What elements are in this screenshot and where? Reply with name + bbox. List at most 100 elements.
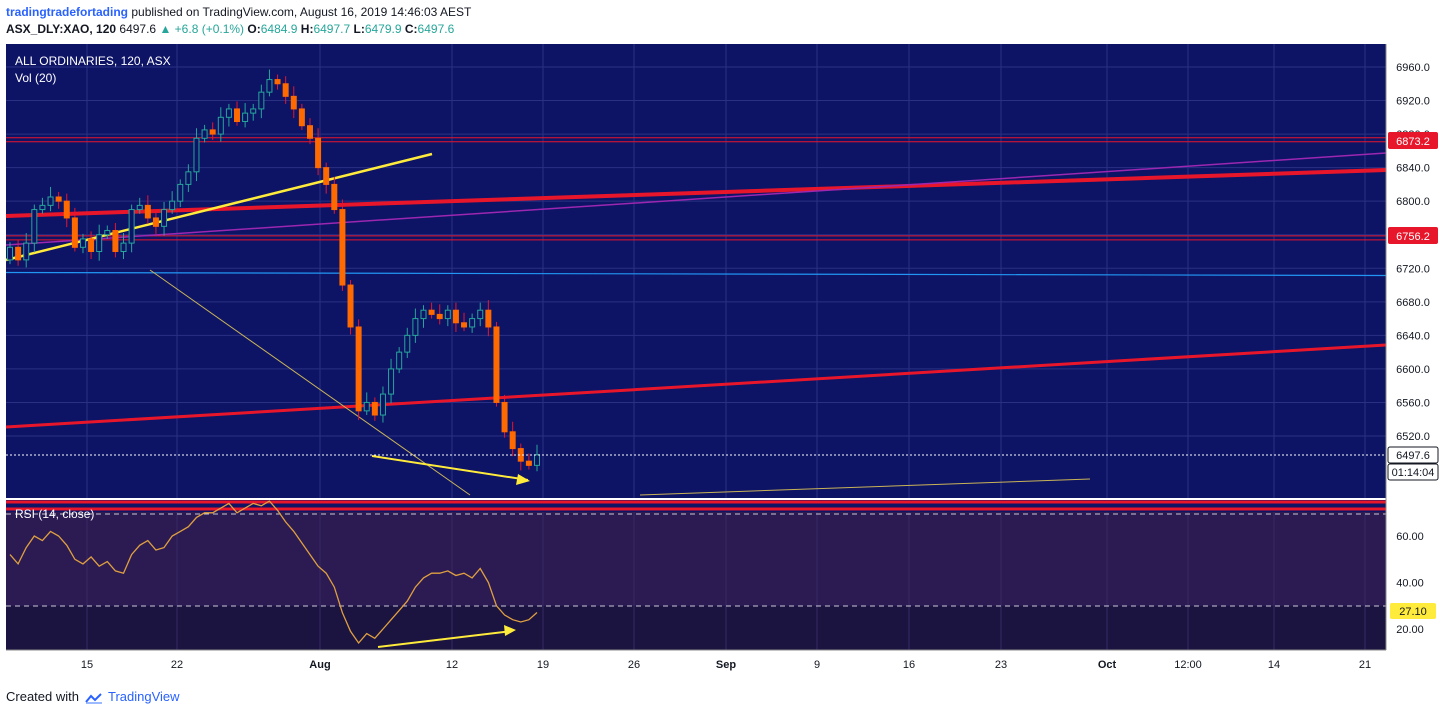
last-price-tag: 6497.6 bbox=[1387, 446, 1439, 464]
time-axis[interactable]: 15 22 Aug 12 19 26 Sep 9 16 23 Oct 12:00 14 21 bbox=[81, 659, 1371, 671]
price-tick-label: 6840.0 bbox=[1396, 163, 1430, 175]
candle-body bbox=[96, 234, 103, 253]
main-panel-bg[interactable] bbox=[6, 44, 1386, 498]
candle-body bbox=[47, 196, 54, 206]
change-value: +6.8 (+0.1%) bbox=[174, 22, 245, 36]
candle-body bbox=[315, 137, 322, 169]
time-tick-label: 23 bbox=[995, 659, 1007, 671]
candle-body bbox=[258, 91, 265, 110]
svg-text:6756.2: 6756.2 bbox=[1396, 231, 1430, 243]
candle-body bbox=[379, 393, 386, 416]
candle-body bbox=[209, 129, 216, 135]
candle-body bbox=[15, 246, 22, 261]
candle-body bbox=[404, 334, 411, 353]
candle-body bbox=[71, 217, 78, 248]
candle-body bbox=[217, 116, 224, 135]
footer: Created with TradingView bbox=[6, 689, 180, 704]
candle-body bbox=[477, 309, 484, 320]
price-tick-label: 6680.0 bbox=[1396, 297, 1430, 309]
close-label: C: bbox=[404, 22, 418, 36]
high-value: 6497.7 bbox=[313, 22, 351, 36]
candle-body bbox=[436, 313, 443, 320]
time-tick-label: 21 bbox=[1359, 659, 1371, 671]
candle-body bbox=[461, 322, 468, 328]
rsi-divergence-arrow bbox=[377, 630, 513, 648]
candle-body bbox=[509, 431, 516, 450]
candle-body bbox=[339, 209, 346, 286]
rsi-value-tag: 27.10 bbox=[1390, 603, 1436, 619]
price-tick-label: 6920.0 bbox=[1396, 96, 1430, 108]
price-tick-label: 6520.0 bbox=[1396, 431, 1430, 443]
candle-body bbox=[55, 196, 62, 202]
candle-body bbox=[331, 183, 338, 211]
time-tick-label: 14 bbox=[1268, 659, 1280, 671]
time-tick-label: 22 bbox=[171, 659, 183, 671]
candle-body bbox=[525, 460, 532, 466]
main-panel-title: ALL ORDINARIES, 120, ASX bbox=[15, 54, 171, 68]
candle-body bbox=[388, 368, 395, 395]
candle-body bbox=[193, 137, 200, 173]
published-text: published on TradingView.com, August 16,… bbox=[131, 5, 472, 19]
candle-body bbox=[290, 95, 297, 110]
candle-body bbox=[501, 401, 508, 433]
purple-trendline bbox=[5, 152, 1387, 246]
thin-yellow-diagonal bbox=[149, 269, 471, 496]
candle-body bbox=[266, 79, 273, 93]
time-tick-label: 15 bbox=[81, 659, 93, 671]
svg-text:6497.6: 6497.6 bbox=[1396, 450, 1430, 462]
candle-body bbox=[420, 309, 427, 320]
candle-body bbox=[323, 167, 330, 185]
time-tick-label: Oct bbox=[1098, 659, 1117, 671]
horizontal-levels bbox=[5, 137, 1387, 277]
time-tick-label: 9 bbox=[814, 659, 820, 671]
volume-label: Vol (20) bbox=[15, 71, 56, 85]
price-badge-lower: 6756.2 bbox=[1388, 227, 1438, 244]
main-grid bbox=[6, 44, 1386, 498]
time-tick-label: Sep bbox=[716, 659, 736, 671]
candle-body bbox=[31, 209, 38, 244]
svg-text:01:14:04: 01:14:04 bbox=[1392, 467, 1435, 479]
candle-body bbox=[306, 125, 313, 139]
candle-body bbox=[363, 401, 370, 412]
created-with-label: Created with bbox=[6, 689, 79, 704]
candle-body bbox=[136, 204, 143, 211]
rsi-tick-label: 60.00 bbox=[1396, 531, 1424, 543]
candle-body bbox=[371, 401, 378, 416]
price-axis[interactable]: 6960.06920.06880.06840.06800.06760.06720… bbox=[1396, 62, 1430, 443]
trendlines bbox=[5, 152, 1387, 496]
candlesticks bbox=[7, 69, 540, 472]
candle-body bbox=[39, 204, 46, 211]
candle-body bbox=[7, 246, 13, 261]
candle-body bbox=[298, 108, 305, 127]
candle-body bbox=[485, 309, 492, 328]
time-tick-label: 16 bbox=[903, 659, 915, 671]
rsi-tick-label: 20.00 bbox=[1396, 624, 1424, 636]
rsi-panel-title: RSI (14, close) bbox=[15, 507, 94, 521]
author-link[interactable]: tradingtradefortading bbox=[6, 5, 128, 19]
candle-body bbox=[128, 209, 135, 244]
candle-body bbox=[242, 112, 249, 123]
price-tick-label: 6640.0 bbox=[1396, 330, 1430, 342]
price-divergence-arrow bbox=[371, 455, 529, 481]
price-tick-label: 6800.0 bbox=[1396, 196, 1430, 208]
price-tick-label: 6960.0 bbox=[1396, 62, 1430, 74]
svg-text:6873.2: 6873.2 bbox=[1396, 136, 1430, 148]
rsi-line bbox=[9, 500, 538, 645]
candle-body bbox=[104, 230, 111, 236]
tradingview-logo-icon bbox=[84, 692, 102, 704]
candle-body bbox=[152, 217, 159, 227]
price-arrow-head bbox=[516, 474, 530, 485]
open-value: 6484.9 bbox=[260, 22, 298, 36]
rsi-tick-label: 40.00 bbox=[1396, 578, 1424, 590]
rsi-band bbox=[6, 512, 1386, 606]
tradingview-link[interactable]: TradingView bbox=[108, 689, 180, 704]
candle-body bbox=[201, 129, 208, 139]
upper-channel-line bbox=[5, 168, 1387, 218]
candle-body bbox=[412, 318, 419, 336]
candle-body bbox=[396, 351, 403, 370]
countdown-tag: 01:14:04 bbox=[1387, 463, 1439, 481]
time-tick-label: 12:00 bbox=[1174, 659, 1202, 671]
lower-channel-line bbox=[5, 343, 1387, 429]
rsi-axis[interactable]: 60.00 40.00 20.00 bbox=[1396, 531, 1424, 636]
